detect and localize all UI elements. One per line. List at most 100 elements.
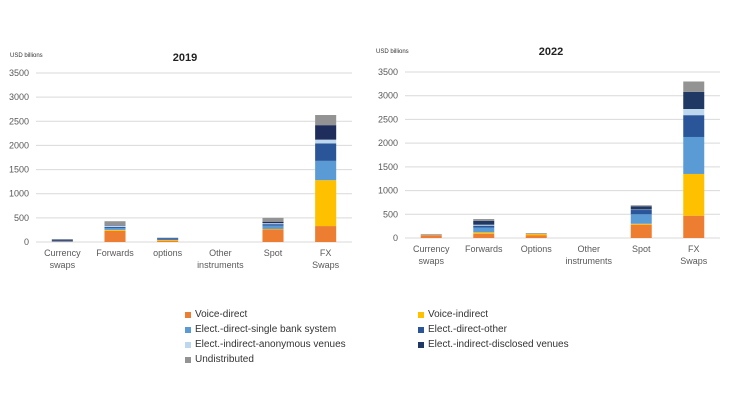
y-tick-label: 0 <box>393 233 398 243</box>
bar-segment <box>473 232 495 234</box>
bar-segment <box>473 227 495 233</box>
x-tick-label: FX Swaps <box>680 244 708 266</box>
y-tick-label: 2000 <box>9 140 29 150</box>
bar-segment <box>262 223 284 225</box>
legend-swatch <box>185 341 191 348</box>
x-tick-label: Spot <box>632 244 651 254</box>
bar-segment <box>683 173 705 216</box>
y-tick-label: 1500 <box>9 165 29 175</box>
bar-segment <box>262 224 284 226</box>
bar-segment <box>157 238 179 240</box>
bar-segment <box>630 205 652 207</box>
bar-segment <box>104 221 126 226</box>
bar-segment <box>683 136 705 174</box>
bar-segment <box>262 221 284 224</box>
bar-segment <box>315 143 337 161</box>
legend-swatch <box>418 341 424 348</box>
y-tick-label: 3500 <box>378 67 398 77</box>
bar-segment <box>51 239 73 242</box>
x-tick-label: options <box>153 248 183 258</box>
legend-swatch <box>185 356 191 363</box>
legend-label: Voice-direct <box>195 309 248 320</box>
legend-swatch <box>185 311 191 318</box>
y-tick-label: 1000 <box>378 186 398 196</box>
bar-segment <box>473 220 495 225</box>
bar-segment <box>630 214 652 224</box>
bar-segment <box>262 229 284 242</box>
legend-label: Elect.-direct-single bank system <box>195 324 337 335</box>
y-axis-unit-label: USD billions <box>10 53 43 59</box>
x-tick-label: Spot <box>264 248 283 258</box>
bar-segment <box>104 229 126 231</box>
y-tick-label: 3500 <box>9 68 29 78</box>
y-tick-label: 3000 <box>378 91 398 101</box>
legend-label: Elect.-indirect-disclosed venues <box>428 339 569 350</box>
x-tick-label: Other instruments <box>565 244 612 266</box>
bar-segment <box>525 235 547 238</box>
bar-segment <box>683 215 705 238</box>
bar-segment <box>315 160 337 181</box>
bar-segment <box>683 108 705 116</box>
bar-segment <box>262 217 284 222</box>
x-tick-label: Currency swaps <box>413 244 450 266</box>
x-tick-label: Options <box>521 244 553 254</box>
bar-segment <box>525 233 547 236</box>
bar-segment <box>473 219 495 221</box>
bar-segment <box>630 224 652 238</box>
y-tick-label: 2500 <box>378 114 398 124</box>
legend-item-direct-other: Elect.-direct-other <box>418 323 608 336</box>
y-tick-label: 1500 <box>378 162 398 172</box>
legend-swatch <box>418 326 424 333</box>
legend-item-voice-direct: Voice-direct <box>185 308 418 321</box>
bar-segment <box>104 230 126 242</box>
y-tick-label: 1000 <box>9 189 29 199</box>
bar-segment <box>473 224 495 226</box>
y-axis-unit-label: USD billions <box>376 49 409 55</box>
legend-item-voice-indirect: Voice-indirect <box>418 308 608 321</box>
x-tick-label: Currency swaps <box>44 248 81 270</box>
bar-segment <box>104 227 126 228</box>
y-tick-label: 500 <box>14 213 29 223</box>
chart-title: 2022 <box>539 46 563 58</box>
bar-segment <box>157 241 179 242</box>
bar-segment <box>315 125 337 140</box>
bar-segment <box>315 226 337 242</box>
x-tick-label: Forwards <box>465 244 503 254</box>
legend-label: Elect.-direct-other <box>428 324 507 335</box>
legend-item-anonymous-venues: Elect.-indirect-anonymous venues <box>185 338 418 351</box>
legend-item-undistributed: Undistributed <box>185 353 418 366</box>
bar-segment <box>630 206 652 210</box>
x-tick-label: FX Swaps <box>312 248 340 270</box>
bar-segment <box>630 210 652 215</box>
bar-segment <box>104 227 126 230</box>
bar-segment <box>315 115 337 126</box>
bar-segment <box>262 225 284 229</box>
bar-segment <box>473 233 495 238</box>
bar-segment <box>683 81 705 92</box>
y-tick-label: 500 <box>383 209 398 219</box>
y-tick-label: 2000 <box>378 138 398 148</box>
legend: Voice-direct Voice-indirect Elect.-direc… <box>185 308 605 366</box>
bar-segment <box>104 225 126 228</box>
bar-segment <box>315 180 337 227</box>
bar-segment <box>157 240 179 242</box>
bar-segment <box>630 223 652 225</box>
legend-label: Undistributed <box>195 354 254 365</box>
y-tick-label: 0 <box>24 237 29 247</box>
x-tick-label: Other instruments <box>197 248 244 270</box>
x-tick-label: Forwards <box>96 248 134 258</box>
bar-segment <box>683 91 705 109</box>
legend-label: Elect.-indirect-anonymous venues <box>195 339 346 350</box>
bar-segment <box>315 139 337 144</box>
legend-label: Voice-indirect <box>428 309 489 320</box>
chart-title: 2019 <box>173 52 197 64</box>
bar-segment <box>683 115 705 137</box>
y-tick-label: 2500 <box>9 116 29 126</box>
legend-item-single-bank: Elect.-direct-single bank system <box>185 323 418 336</box>
legend-swatch <box>185 326 191 333</box>
legend-item-disclosed-venues: Elect.-indirect-disclosed venues <box>418 338 608 351</box>
y-tick-label: 3000 <box>9 92 29 102</box>
bar-segment <box>473 225 495 228</box>
bar-segment <box>420 235 442 238</box>
